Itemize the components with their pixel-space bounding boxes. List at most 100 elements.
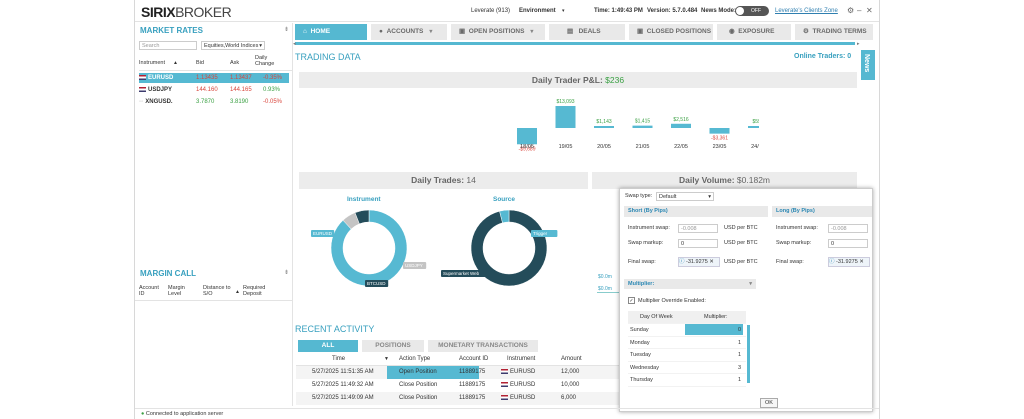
market-row[interactable]: EURUSD 1.13435 1.13437 -0.35%	[139, 73, 289, 83]
multiplier-scrollbar[interactable]	[747, 325, 750, 383]
multiplier-row[interactable]: Wednesday 3	[628, 362, 746, 374]
multiplier-value[interactable]: 1	[738, 339, 742, 346]
close-icon[interactable]: ✕	[866, 6, 873, 15]
pin-icon[interactable]: ⇟	[284, 270, 290, 276]
pin-icon[interactable]: ⇟	[284, 27, 290, 33]
tab-exposure[interactable]: ◉ EXPOSURE	[717, 24, 791, 40]
header-day-of-week: Day Of Week	[640, 314, 673, 320]
donut-slice[interactable]	[499, 209, 510, 224]
market-filter-select[interactable]: Equities,World Indices ▾	[201, 41, 265, 50]
ok-button[interactable]: OK	[760, 398, 778, 408]
long-final-swap-chip[interactable]: ⓘ -31.9275 ✕	[828, 257, 870, 267]
donut-slice[interactable]	[470, 209, 548, 287]
tab-accounts[interactable]: ● ACCOUNTS ▾	[371, 24, 447, 40]
clients-zone-link[interactable]: Leverate's Clients Zone	[775, 8, 838, 14]
tab-closed-positions[interactable]: ▣ CLOSED POSITIONS	[629, 24, 713, 40]
gear-icon: ⚙	[803, 28, 809, 35]
tab-home[interactable]: ⌂ HOME	[295, 24, 367, 40]
multiplier-row[interactable]: Tuesday 1	[628, 349, 746, 362]
header-daily-change[interactable]: Daily Change	[255, 55, 275, 67]
tab-all[interactable]: ALL	[298, 340, 358, 352]
swap-type-label: Swap type:	[625, 193, 653, 199]
tab-scrollbar[interactable]	[295, 42, 855, 45]
pnl-bar-label: $13,093	[556, 99, 574, 105]
eye-icon: ◉	[729, 28, 735, 35]
close-icon[interactable]: ✕	[709, 259, 714, 265]
long-instrument-swap-label: Instrument swap:	[776, 225, 818, 231]
tab-open-positions[interactable]: ▣ OPEN POSITIONS ▾	[451, 24, 545, 40]
donut-slice[interactable]	[354, 209, 370, 225]
header-multiplier: Multiplier:	[704, 314, 728, 320]
header-instrument[interactable]: Instrument	[139, 60, 165, 66]
app-logo: SIRIXBROKER	[141, 4, 232, 20]
environment-dropdown[interactable]: Environment	[519, 8, 556, 14]
scroll-right-icon[interactable]: ▸	[857, 41, 860, 47]
daily-volume-header: Daily Volume: $0.182m	[592, 172, 857, 189]
instrument-donut-chart: EURUSD USDJPY BTCUSD	[311, 209, 427, 287]
long-swap-markup-field[interactable]: 0	[828, 239, 868, 248]
header-required-deposit[interactable]: Required Deposit	[243, 285, 266, 297]
header-distance-so[interactable]: Distance to S/O	[203, 285, 231, 297]
positions-icon: ▣	[459, 28, 466, 35]
market-search-input[interactable]: Search	[139, 41, 197, 50]
tab-trading-terms[interactable]: ⚙ TRADING TERMS	[795, 24, 873, 40]
multiplier-row[interactable]: Monday 1	[628, 337, 746, 349]
multiplier-header[interactable]: Multiplier: ▾	[624, 279, 756, 289]
short-final-swap-chip[interactable]: ⓘ -31.9275 ✕	[678, 257, 720, 267]
volume-axis-label: $0.0m	[598, 274, 612, 280]
multiplier-row[interactable]: Sunday 0	[628, 324, 746, 337]
multiplier-value[interactable]: 1	[738, 352, 742, 358]
header-account-id[interactable]: Account ID	[459, 356, 489, 362]
activity-time: 5/27/2025 11:49:09 AM	[312, 395, 374, 401]
ask-value: 144.165	[230, 87, 252, 93]
close-icon[interactable]: ✕	[859, 259, 864, 265]
long-instrument-swap-field[interactable]: -0.008	[828, 224, 868, 233]
pnl-category-label: 24/05	[751, 144, 759, 150]
news-mode-toggle[interactable]: OFF	[735, 6, 769, 16]
header-margin-level[interactable]: Margin Level	[168, 285, 185, 297]
ask-value: 1.13437	[230, 75, 252, 81]
unit-label: USD per BTC	[724, 225, 758, 231]
header-time[interactable]: Time	[332, 356, 346, 362]
donut-label: BTCUSD	[367, 281, 386, 286]
header-action-type[interactable]: Action Type	[399, 356, 431, 362]
activity-table-header: Time ▼ Action Type Account ID Instrument…	[296, 353, 746, 366]
scroll-left-icon[interactable]: ◂	[293, 41, 296, 47]
day-label: Monday	[630, 339, 650, 346]
multiplier-override-checkbox[interactable]: ✓	[628, 297, 635, 304]
bid-value: 1.13435	[196, 75, 218, 81]
gear-icon[interactable]: ⚙	[847, 6, 855, 15]
donut-slice[interactable]	[330, 209, 408, 287]
bid-value: 144.160	[196, 87, 218, 93]
minimize-icon[interactable]: –	[857, 6, 862, 15]
header-instrument[interactable]: Instrument	[507, 356, 536, 362]
chevron-down-icon: ▾	[259, 43, 262, 49]
multiplier-row[interactable]: Thursday 1	[628, 374, 746, 387]
market-row[interactable]: USDJPY 144.160 144.165 0.93%	[139, 85, 289, 95]
pnl-bar-label: -$9,689	[519, 146, 536, 152]
tab-deals[interactable]: ▤ DEALS	[549, 24, 625, 40]
news-side-tab[interactable]: News	[861, 50, 875, 80]
status-bar: ● Connected to application server	[135, 408, 879, 419]
margin-call-panel: MARGIN CALL ⇟ Account ID Margin Level Di…	[135, 266, 293, 406]
tab-monetary-transactions[interactable]: MONETARY TRANSACTIONS	[428, 340, 538, 352]
header-ask[interactable]: Ask	[230, 60, 240, 66]
short-instrument-swap-label: Instrument swap:	[628, 225, 670, 231]
tab-positions[interactable]: POSITIONS	[362, 340, 424, 352]
multiplier-value[interactable]: 0	[685, 324, 743, 335]
multiplier-value[interactable]: 1	[738, 377, 742, 383]
activity-amount: 6,000	[561, 395, 577, 401]
short-instrument-swap-field[interactable]: -0.008	[678, 224, 718, 233]
unit-label: USD per BTC	[724, 240, 758, 246]
short-swap-markup-field[interactable]: 0	[678, 239, 718, 248]
activity-row[interactable]: 5/27/2025 11:49:32 AM Close Position 118…	[296, 379, 746, 392]
swap-type-select[interactable]: Default ▾	[656, 192, 714, 201]
header-account-id[interactable]: Account ID	[139, 285, 159, 297]
multiplier-value[interactable]: 3	[738, 364, 742, 371]
pnl-bar-label: $593	[752, 119, 759, 125]
header-bid[interactable]: Bid	[196, 60, 204, 66]
header-amount[interactable]: Amount	[561, 356, 582, 362]
donut-label: Trigger	[533, 231, 548, 236]
market-row[interactable]: ◦◦ XNGUSD. 3.7870 3.8190 -0.05%	[139, 99, 283, 105]
